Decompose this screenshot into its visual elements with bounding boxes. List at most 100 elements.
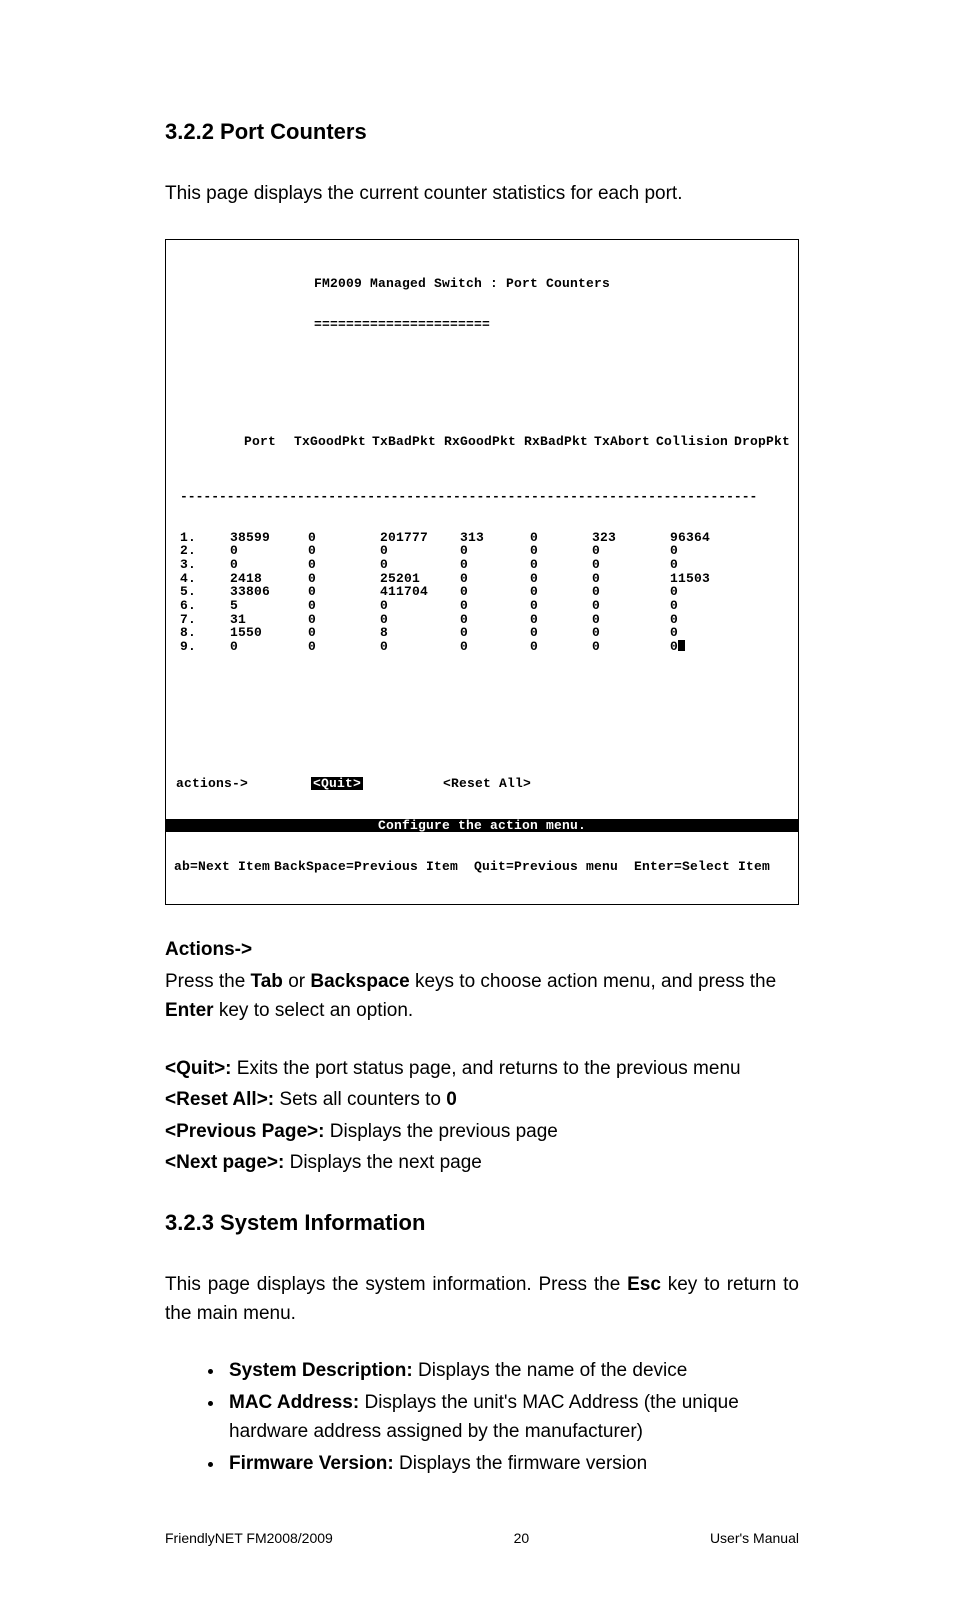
- list-item: System Description: Displays the name of…: [225, 1356, 799, 1385]
- table-cell: 0: [460, 572, 530, 586]
- text: key to select an option.: [214, 1000, 414, 1021]
- text: or: [283, 971, 310, 992]
- bullet-label: System Description:: [229, 1360, 413, 1381]
- table-cell: 0: [530, 544, 592, 558]
- table-cell: 0: [530, 626, 592, 640]
- text: keys to choose action menu, and press th…: [410, 971, 777, 992]
- table-cell: 0: [380, 640, 460, 654]
- table-cell: 6.: [174, 599, 230, 613]
- table-row: 5.3380604117040000: [174, 585, 790, 599]
- terminal-actions: actions-><Quit><Reset All>: [174, 777, 790, 791]
- table-cell: 7.: [174, 613, 230, 627]
- table-cell: 0: [670, 558, 730, 572]
- help-tab: ab=Next Item: [174, 860, 274, 874]
- table-cell: 0: [380, 558, 460, 572]
- table-cell: 0: [592, 599, 670, 613]
- table-cell: 0: [460, 558, 530, 572]
- actions-paragraph: Press the Tab or Backspace keys to choos…: [165, 967, 799, 1026]
- cmd-text: Exits the port status page, and returns …: [232, 1058, 741, 1079]
- table-cell: 201777: [380, 531, 460, 545]
- bullet-label: MAC Address:: [229, 1392, 359, 1413]
- table-cell: 38599: [230, 531, 308, 545]
- table-cell: 8.: [174, 626, 230, 640]
- table-cell: 0: [308, 599, 380, 613]
- cmd-text: Sets all counters to: [274, 1089, 446, 1110]
- intro-text: This page displays the current counter s…: [165, 179, 799, 208]
- quit-action[interactable]: <Quit>: [311, 777, 363, 791]
- table-row: 9.0000000: [174, 640, 790, 654]
- table-cell: 0: [592, 626, 670, 640]
- table-cell: 0: [530, 613, 592, 627]
- system-info-paragraph: This page displays the system informatio…: [165, 1270, 799, 1329]
- section-heading-system-info: 3.2.3 System Information: [165, 1206, 799, 1240]
- table-cell: 33806: [230, 585, 308, 599]
- bullet-label: Firmware Version:: [229, 1453, 394, 1474]
- table-cell: 0: [592, 572, 670, 586]
- table-cell: 2.: [174, 544, 230, 558]
- cmd-label: <Previous Page>:: [165, 1121, 324, 1142]
- col-port: Port: [238, 435, 294, 449]
- enter-key: Enter: [165, 1000, 214, 1021]
- table-cell: 1.: [174, 531, 230, 545]
- terminal-rows: 1.3859902017773130323963642.00000003.000…: [174, 531, 790, 654]
- cmd-next: <Next page>: Displays the next page: [165, 1148, 799, 1177]
- footer-right: User's Manual: [710, 1528, 799, 1550]
- table-cell: 0: [230, 558, 308, 572]
- table-cell: 96364: [670, 531, 730, 545]
- terminal-help: ab=Next ItemBackSpace=Previous ItemQuit=…: [174, 860, 790, 874]
- col-txgood: TxGoodPkt: [294, 435, 372, 449]
- cmd-label: <Next page>:: [165, 1152, 284, 1173]
- terminal-status-bar: Configure the action menu.: [166, 819, 798, 833]
- table-cell: 0: [592, 558, 670, 572]
- terminal-divider: ----------------------------------------…: [174, 490, 790, 504]
- text: Press the: [165, 971, 251, 992]
- page: 3.2.2 Port Counters This page displays t…: [0, 0, 954, 1610]
- reset-all-action[interactable]: <Reset All>: [443, 777, 531, 791]
- terminal-screenshot: FM2009 Managed Switch : Port Counters ==…: [165, 239, 799, 906]
- table-cell: 0: [670, 585, 730, 599]
- table-cell: 0: [308, 640, 380, 654]
- table-cell: 0: [460, 544, 530, 558]
- table-row: 7.31000000: [174, 613, 790, 627]
- terminal-underline: ======================: [174, 318, 790, 332]
- system-info-list: System Description: Displays the name of…: [165, 1356, 799, 1478]
- table-cell: 0: [230, 544, 308, 558]
- footer-left: FriendlyNET FM2008/2009: [165, 1528, 333, 1550]
- table-row: 8.1550080000: [174, 626, 790, 640]
- table-row: 4.241802520100011503: [174, 572, 790, 586]
- table-row: 6.5000000: [174, 599, 790, 613]
- table-cell: 0: [592, 585, 670, 599]
- table-cell: 0: [230, 640, 308, 654]
- table-cell: 0: [530, 640, 592, 654]
- table-cell: 411704: [380, 585, 460, 599]
- table-cell: 9.: [174, 640, 230, 654]
- page-footer: FriendlyNET FM2008/2009 20 User's Manual: [165, 1528, 799, 1550]
- table-cell: 0: [460, 585, 530, 599]
- table-cell: 0: [308, 572, 380, 586]
- cmd-text: Displays the previous page: [324, 1121, 557, 1142]
- help-enter: Enter=Select Item: [634, 860, 770, 874]
- table-cell: 0: [530, 558, 592, 572]
- table-cell: 5.: [174, 585, 230, 599]
- table-cell: 0: [592, 544, 670, 558]
- cursor: [678, 640, 685, 651]
- bullet-text: Displays the firmware version: [394, 1453, 647, 1474]
- table-cell: 0: [308, 531, 380, 545]
- terminal-header-row: PortTxGoodPktTxBadPktRxGoodPktRxBadPktTx…: [174, 422, 790, 463]
- table-cell: 323: [592, 531, 670, 545]
- table-cell: 0: [670, 599, 730, 613]
- table-cell: 0: [592, 640, 670, 654]
- table-cell: 0: [460, 626, 530, 640]
- cmd-prev: <Previous Page>: Displays the previous p…: [165, 1117, 799, 1146]
- esc-key: Esc: [627, 1274, 661, 1295]
- table-cell: 0: [308, 585, 380, 599]
- table-cell: 3.: [174, 558, 230, 572]
- help-quit: Quit=Previous menu: [474, 860, 634, 874]
- table-cell: 0: [670, 626, 730, 640]
- col-droppkt: DropPkt: [734, 435, 794, 449]
- table-cell: 5: [230, 599, 308, 613]
- col-rxgood: RxGoodPkt: [444, 435, 524, 449]
- table-cell: 0: [460, 640, 530, 654]
- terminal-title: FM2009 Managed Switch : Port Counters: [174, 277, 790, 291]
- table-cell: 313: [460, 531, 530, 545]
